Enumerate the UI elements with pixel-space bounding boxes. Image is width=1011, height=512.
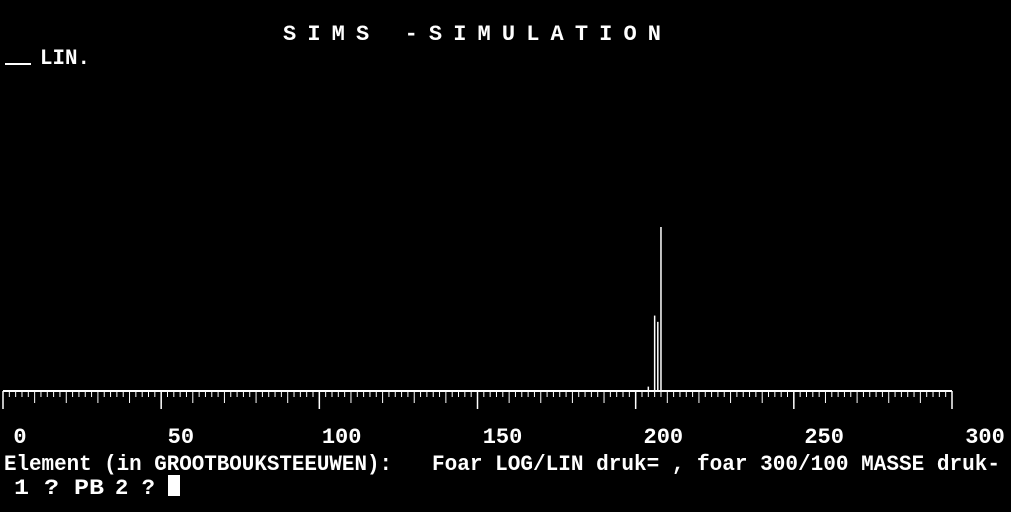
x-tick-label: 300 bbox=[965, 425, 1005, 450]
x-tick-label: 200 bbox=[644, 425, 684, 450]
x-tick-label: 100 bbox=[322, 425, 362, 450]
x-tick-label: 50 bbox=[168, 425, 194, 450]
x-tick-label: 0 bbox=[13, 425, 26, 450]
underscore-cursor bbox=[5, 63, 31, 65]
element-prompt: Element (in GROOTBOUKSTEEUWEN): bbox=[4, 452, 392, 477]
input-entry: 1 ? PB bbox=[14, 476, 104, 501]
scale-mode: LIN. bbox=[40, 46, 90, 71]
input-entry: 2 ? bbox=[115, 476, 155, 501]
x-tick-label: 150 bbox=[483, 425, 523, 450]
key-hint: Foar LOG/LIN druk= , foar 300/100 MASSE … bbox=[432, 452, 1000, 477]
text-cursor bbox=[168, 475, 180, 496]
x-tick-label: 250 bbox=[804, 425, 844, 450]
